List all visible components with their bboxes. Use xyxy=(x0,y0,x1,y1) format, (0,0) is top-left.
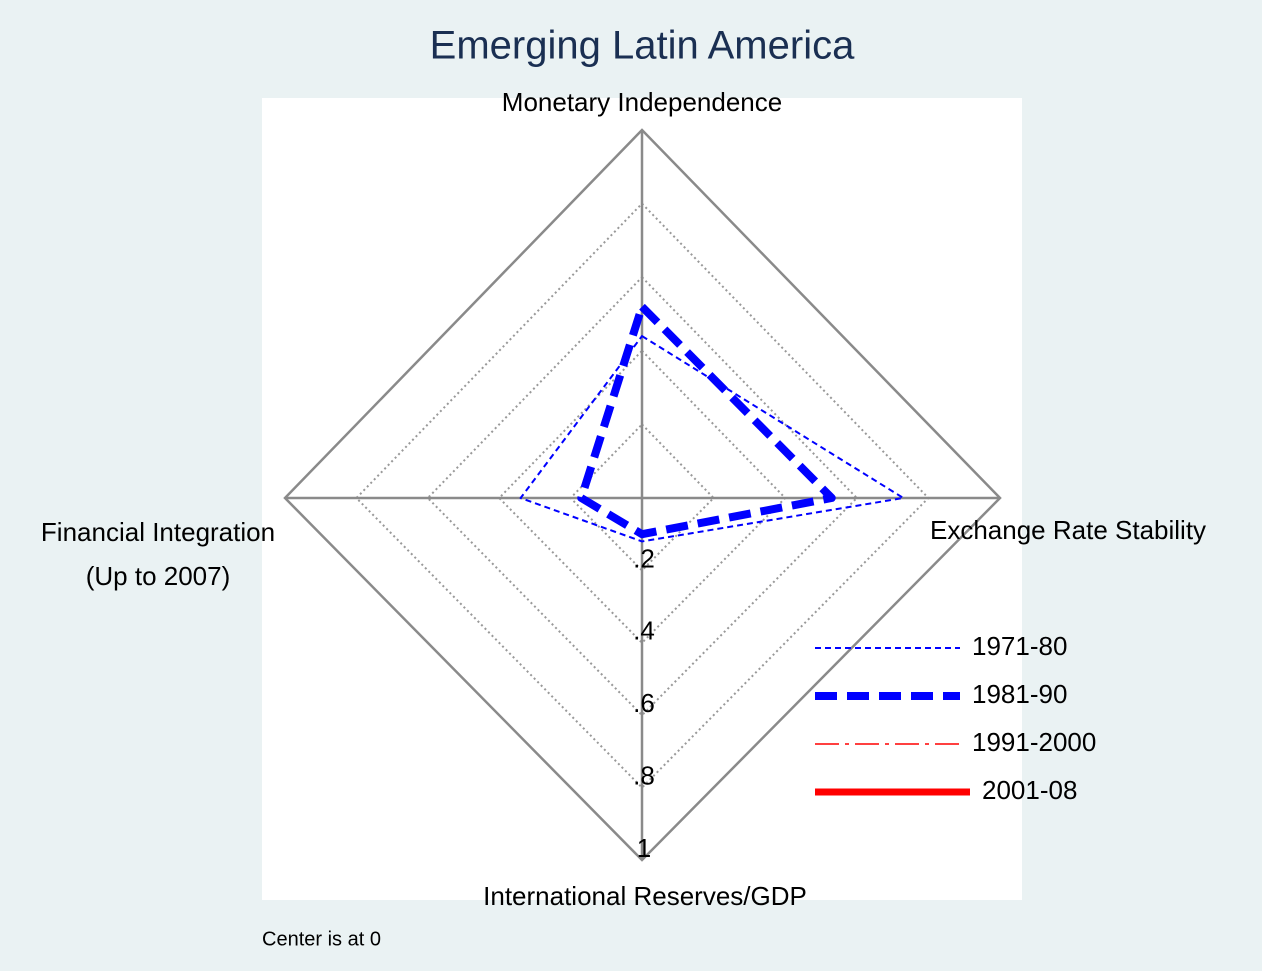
series-line xyxy=(519,335,905,543)
r-tick-label: .2 xyxy=(633,543,655,573)
r-tick-label: .6 xyxy=(633,688,655,718)
category-label: (Up to 2007) xyxy=(86,561,231,591)
category-label: Monetary Independence xyxy=(502,87,782,117)
note: Center is at 0 xyxy=(262,928,381,950)
category-label: Exchange Rate Stability xyxy=(930,515,1206,545)
category-label: International Reserves/GDP xyxy=(483,881,807,911)
series-line xyxy=(577,302,836,539)
grid-ring xyxy=(426,275,859,717)
legend-label: 1981-90 xyxy=(972,679,1067,709)
legend-label: 1991-2000 xyxy=(972,727,1096,757)
r-tick-label: .8 xyxy=(633,760,655,790)
grid-ring xyxy=(497,349,787,645)
chart-title: Emerging Latin America xyxy=(430,24,855,68)
r-tick-label: 1 xyxy=(637,833,651,863)
r-tick-label: .4 xyxy=(633,616,655,646)
legend-label: 1971-80 xyxy=(972,631,1067,661)
grid-ring xyxy=(355,202,930,790)
legend-label: 2001-08 xyxy=(982,775,1077,805)
category-label: Financial Integration xyxy=(41,517,275,547)
grid-ring xyxy=(569,422,716,572)
